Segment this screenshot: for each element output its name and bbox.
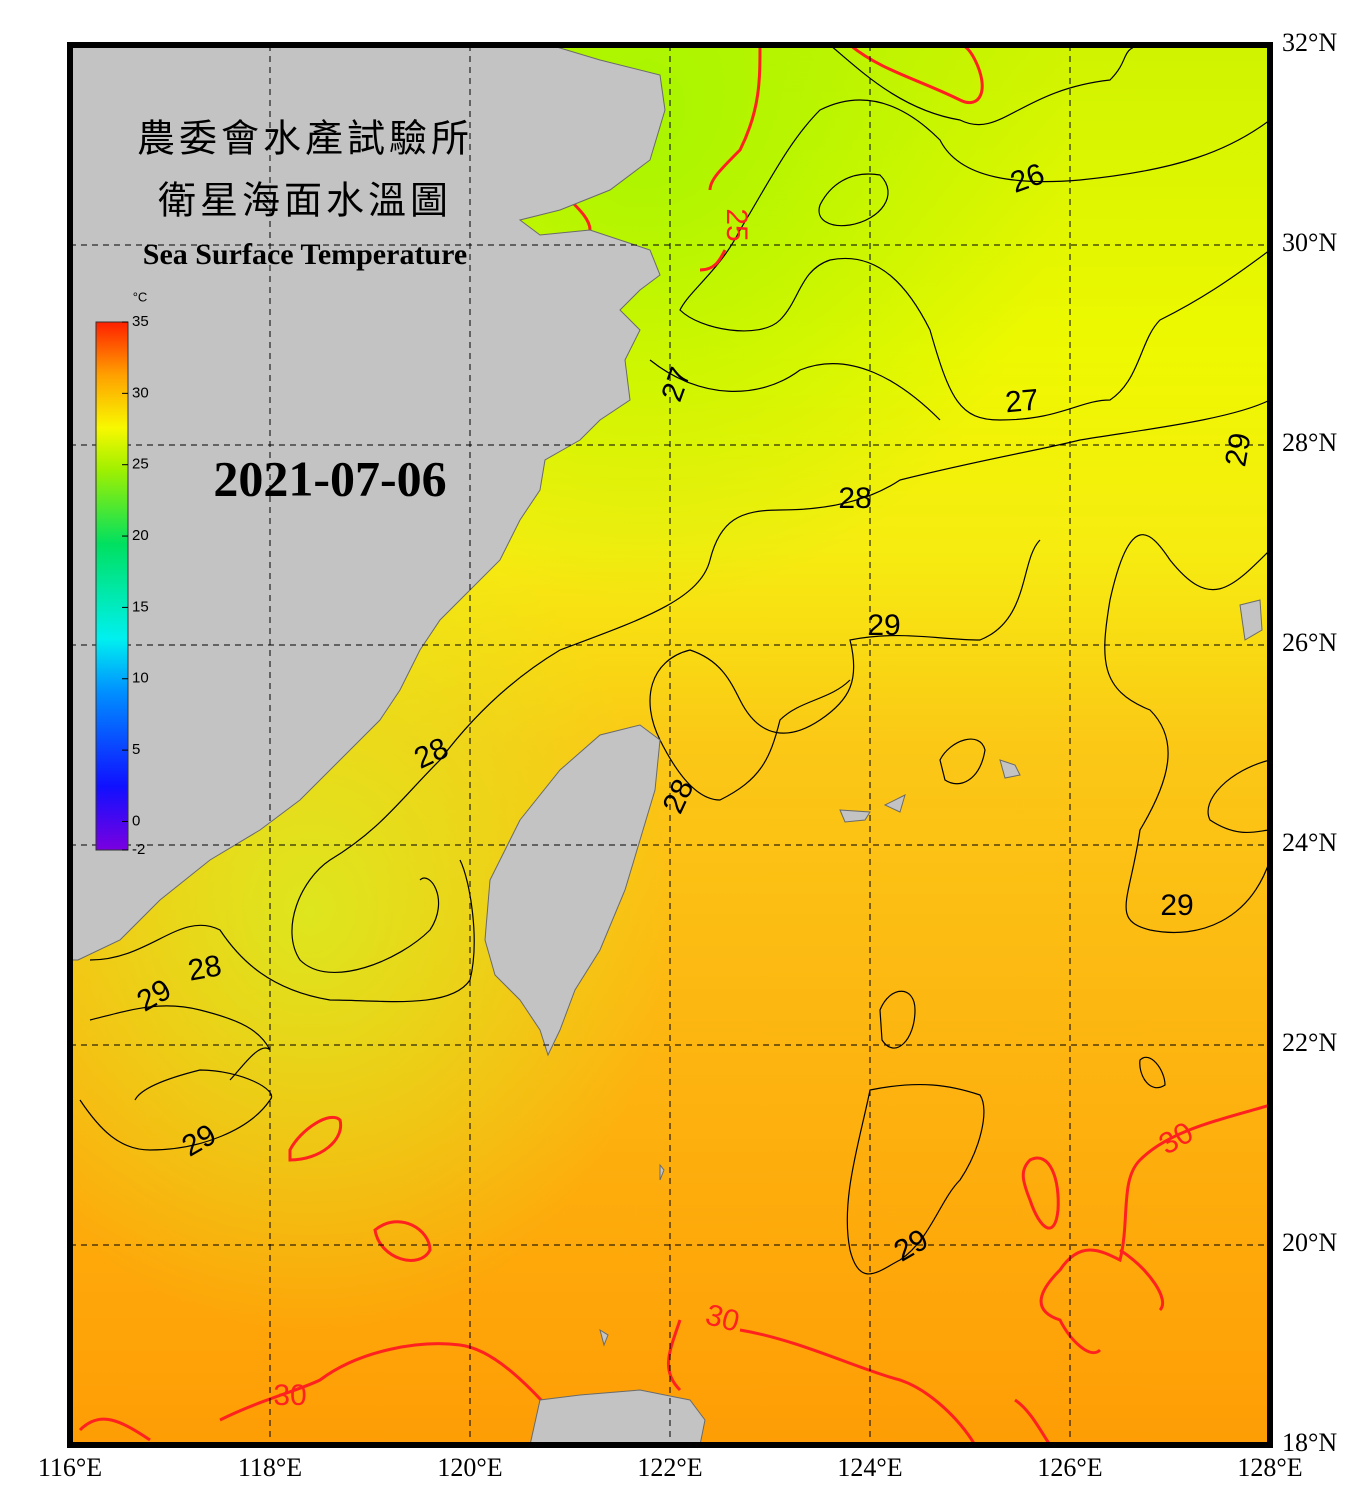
isotherm xyxy=(829,45,1141,126)
colorbar-tick-label: 15 xyxy=(132,598,149,615)
title-line: 衛星海面水溫圖 xyxy=(158,179,452,223)
y-tick-label: 26°N xyxy=(1282,628,1337,657)
colorbar-tick-label: 20 xyxy=(132,527,149,544)
colorbar-tick-label: 35 xyxy=(132,313,149,330)
isotherm xyxy=(879,990,916,1049)
taiwan xyxy=(484,724,661,1057)
y-tick-label: 32°N xyxy=(1282,28,1337,57)
colorbar-tick-label: 5 xyxy=(132,741,140,758)
colorbar xyxy=(95,321,129,851)
x-tick-label: 126°E xyxy=(1037,1453,1102,1482)
isotherm-red xyxy=(1021,1156,1060,1230)
contour-label: 29 xyxy=(867,609,900,642)
island xyxy=(599,599,1263,1347)
y-tick-label: 18°N xyxy=(1282,1428,1337,1457)
isotherm xyxy=(1139,1056,1166,1089)
isotherm xyxy=(649,539,1041,801)
y-tick-label: 30°N xyxy=(1282,228,1337,257)
isotherms xyxy=(78,45,1270,1445)
isotherm-red xyxy=(288,1115,432,1262)
contour-label: 29 xyxy=(1160,889,1193,922)
isotherm xyxy=(89,859,475,1003)
y-tick-label: 28°N xyxy=(1282,428,1337,457)
isotherm xyxy=(649,359,941,421)
isotherm-red xyxy=(78,1319,1052,1445)
colorbar-tick-label: 30 xyxy=(132,384,149,401)
colorbar-tick-label: 10 xyxy=(132,670,149,687)
contour-label: 28 xyxy=(838,482,871,515)
isotherm xyxy=(1104,534,1270,934)
isotherm xyxy=(291,399,1270,973)
land xyxy=(70,45,1263,1445)
isotherm xyxy=(939,738,986,785)
isotherm xyxy=(89,1005,271,1081)
x-tick-label: 116°E xyxy=(38,1453,102,1482)
contour-label: 30 xyxy=(273,1379,306,1412)
luzon xyxy=(529,1389,706,1445)
date: 2021-07-06 xyxy=(213,450,446,506)
x-tick-label: 122°E xyxy=(637,1453,702,1482)
x-tick-label: 124°E xyxy=(837,1453,902,1482)
y-tick-label: 22°N xyxy=(1282,1028,1337,1057)
contour-label: 29 xyxy=(1219,430,1257,469)
y-tick-label: 24°N xyxy=(1282,828,1337,857)
colorbar-tick-label: 0 xyxy=(132,812,140,829)
contour-label: 28 xyxy=(185,949,224,987)
x-tick-label: 118°E xyxy=(238,1453,302,1482)
x-tick-label: 120°E xyxy=(437,1453,502,1482)
contour-label: 25 xyxy=(720,208,753,241)
isotherm-red xyxy=(1039,1103,1270,1355)
subtitle: Sea Surface Temperature xyxy=(143,238,467,271)
isotherm xyxy=(1207,759,1270,834)
title-line: 農委會水產試驗所 xyxy=(137,117,473,161)
colorbar-tick-label: 25 xyxy=(132,456,149,473)
isotherm-red xyxy=(568,45,984,272)
isotherm xyxy=(79,1069,273,1151)
colorbar-unit: °C xyxy=(133,289,148,304)
mainland xyxy=(70,45,666,961)
isotherm xyxy=(679,99,1270,421)
map-frame xyxy=(67,42,1273,1448)
colorbar-tick-label: -2 xyxy=(132,841,145,858)
y-tick-label: 20°N xyxy=(1282,1228,1337,1257)
x-tick-label: 128°E xyxy=(1237,1453,1302,1482)
contour-label: 27 xyxy=(1004,384,1040,420)
isotherm xyxy=(846,1083,985,1275)
isotherm xyxy=(818,173,889,227)
